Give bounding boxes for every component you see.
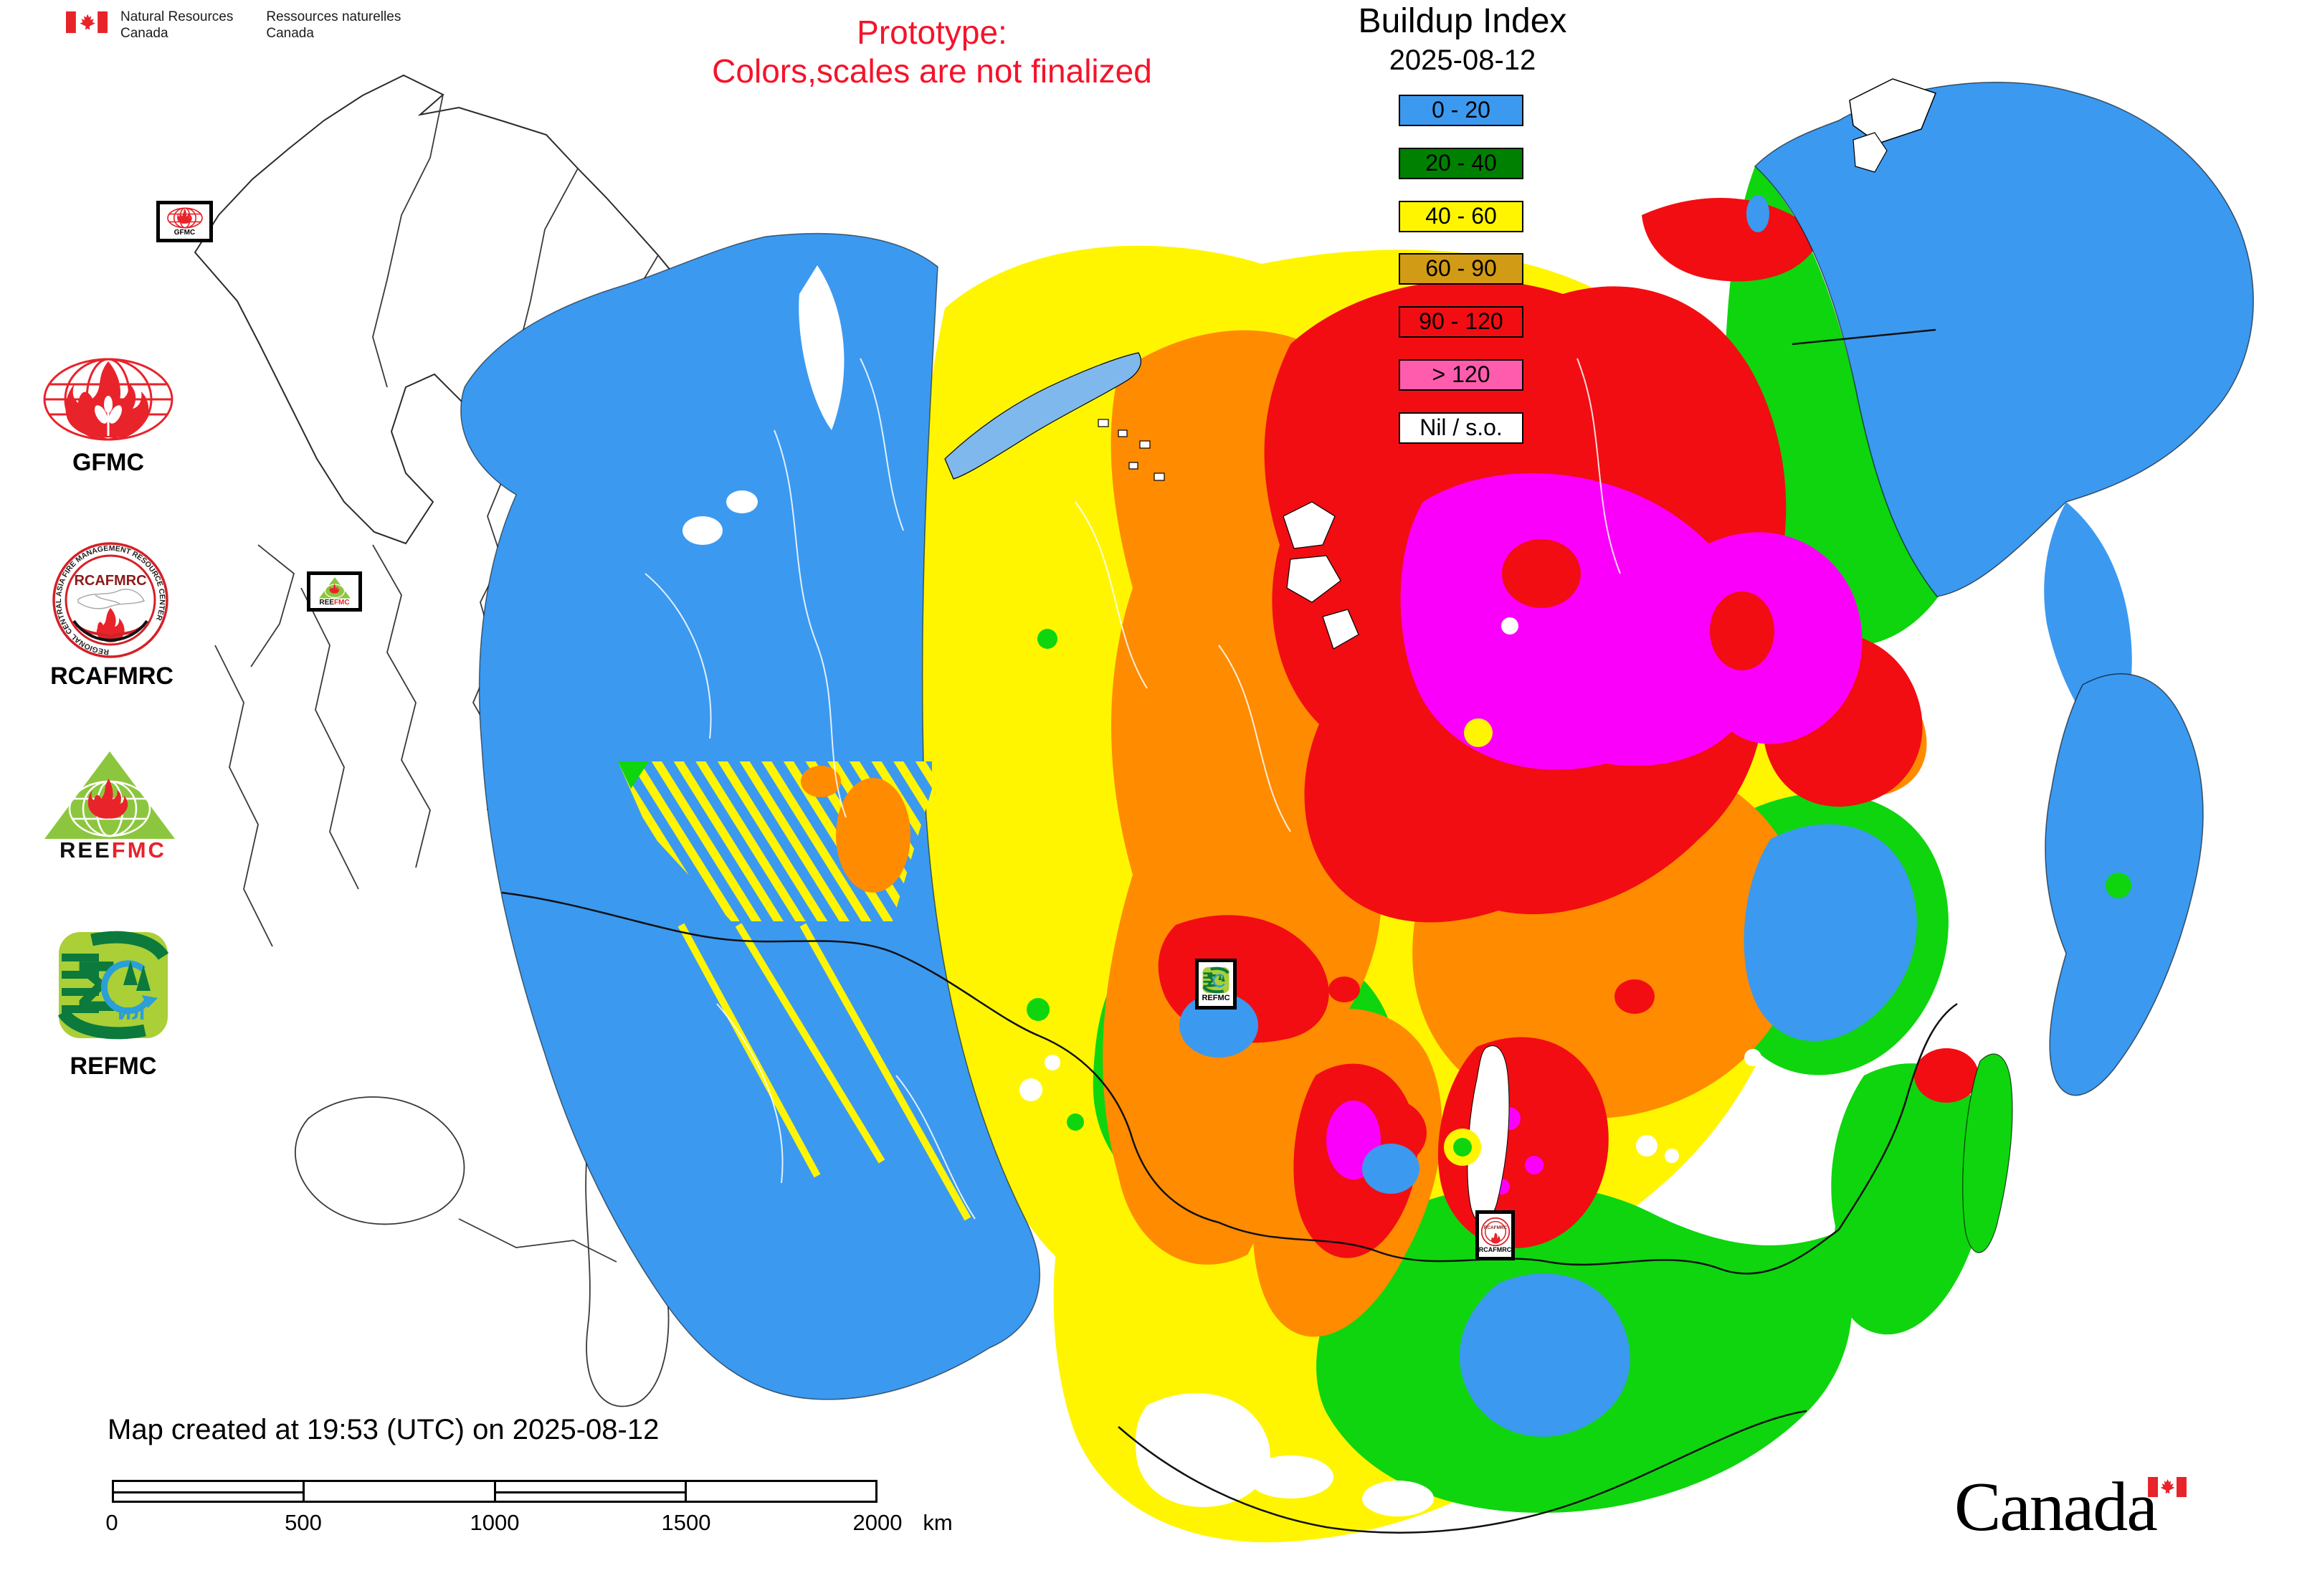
legend-item-gt-120: > 120 bbox=[1399, 359, 1523, 391]
scale-tick-2000: 2000 bbox=[852, 1510, 903, 1535]
gfmc-marker-label: GFMC bbox=[173, 228, 196, 237]
legend-item-40-60: 40 - 60 bbox=[1399, 201, 1523, 232]
scale-bar bbox=[112, 1480, 877, 1503]
prototype-notice-line2: Colors,scales are not finalized bbox=[712, 52, 1152, 90]
red-spot-in-magenta bbox=[1502, 539, 1581, 608]
legend-item-60-90: 60 - 90 bbox=[1399, 253, 1523, 285]
refmc-marker-label: REFMC bbox=[1202, 993, 1230, 1002]
nrcan-signature: Natural Resources Canada Ressources natu… bbox=[66, 9, 401, 42]
reefmc-logo bbox=[44, 751, 175, 839]
gfmc-map-marker: GFMC bbox=[156, 201, 213, 242]
reefmc-marker-icon bbox=[318, 576, 351, 599]
legend-title: Buildup Index bbox=[1358, 2, 1567, 40]
mongolia-nil-patches bbox=[1135, 1393, 1434, 1516]
far-east bbox=[1744, 78, 2254, 1253]
scale-bar-segment bbox=[684, 1482, 875, 1501]
hatched-transition-zone bbox=[618, 761, 971, 1221]
canada-flag-icon bbox=[66, 11, 108, 34]
scale-unit-label: km bbox=[923, 1510, 953, 1535]
rcafmrc-marker-icon: RCAFMRC bbox=[1480, 1217, 1510, 1246]
reefmc-word-black: REE bbox=[60, 837, 112, 863]
rcafmrc-map-marker: RCAFMRC RCAFMRC bbox=[1475, 1210, 1515, 1260]
legend-item-nil: Nil / s.o. bbox=[1399, 412, 1523, 444]
region-gt-120 bbox=[1326, 473, 1863, 1194]
rcafmrc-logo-label: RCAFMRC bbox=[50, 662, 173, 690]
scale-tick-1500: 1500 bbox=[661, 1510, 711, 1535]
red-spot-in-magenta-east bbox=[1710, 592, 1774, 670]
legend-item-90-120: 90 - 120 bbox=[1399, 306, 1523, 338]
refmc-sigma-glyph: Σ bbox=[73, 949, 119, 1027]
gfmc-logo bbox=[43, 358, 173, 441]
reefmc-logo-wordmark: REE FMC bbox=[29, 837, 197, 863]
svg-text:Σ: Σ bbox=[1206, 972, 1217, 990]
reefmc-marker-label: REEFMC bbox=[319, 598, 350, 607]
refmc-cyrillic-text: ИЛ bbox=[118, 1005, 145, 1024]
svg-text:RCAFMRC: RCAFMRC bbox=[1483, 1225, 1507, 1230]
admin-lines bbox=[645, 358, 1621, 1220]
south-blue-spot-2 bbox=[1362, 1144, 1419, 1194]
legend-item-0-20: 0 - 20 bbox=[1399, 95, 1523, 126]
south-blue-blob bbox=[1459, 1273, 1630, 1437]
scale-bar-segment bbox=[114, 1482, 303, 1501]
rcafmrc-marker-label: RCAFMRC bbox=[1478, 1246, 1512, 1253]
country-borders bbox=[501, 328, 1958, 1534]
legend-date: 2025-08-12 bbox=[1389, 44, 1536, 76]
nrcan-name-en: Natural Resources Canada bbox=[120, 9, 234, 41]
refmc-marker-icon: Σ bbox=[1202, 966, 1230, 993]
refmc-logo-label: REFMC bbox=[70, 1053, 157, 1080]
arctic-islands bbox=[1098, 419, 1359, 650]
prototype-notice: Prototype: Colors,scales are not finaliz… bbox=[609, 13, 1255, 90]
scale-tick-0: 0 bbox=[105, 1510, 118, 1535]
scale-bar-segment bbox=[493, 1482, 685, 1501]
canada-wordmark-flag-icon bbox=[2148, 1477, 2187, 1497]
refmc-logo: Σ ИЛ bbox=[57, 931, 169, 1040]
rcafmrc-inner-text: RCAFMRC bbox=[74, 573, 146, 589]
scale-tick-500: 500 bbox=[285, 1510, 322, 1535]
legend-item-20-40: 20 - 40 bbox=[1399, 148, 1523, 179]
reefmc-map-marker: REEFMC bbox=[307, 571, 362, 612]
scale-bar-segment bbox=[303, 1482, 493, 1501]
map-created-text: Map created at 19:53 (UTC) on 2025-08-12 bbox=[108, 1414, 660, 1445]
refmc-map-marker: Σ REFMC bbox=[1195, 959, 1237, 1010]
prototype-notice-line1: Prototype: bbox=[857, 14, 1007, 51]
reefmc-word-red: FMC bbox=[111, 837, 166, 863]
gfmc-marker-icon bbox=[166, 207, 203, 228]
novaya-zemlya bbox=[944, 352, 1141, 480]
map-dots bbox=[1019, 617, 1761, 1166]
canada-wordmark: Canada bbox=[1954, 1468, 2158, 1546]
scale-tick-1000: 1000 bbox=[470, 1510, 520, 1535]
gfmc-logo-label: GFMC bbox=[72, 449, 145, 476]
rcafmrc-logo: REGIONAL CENTRAL ASIA FIRE MANAGEMENT RE… bbox=[52, 542, 168, 658]
nrcan-name-fr: Ressources naturelles Canada bbox=[266, 9, 401, 41]
